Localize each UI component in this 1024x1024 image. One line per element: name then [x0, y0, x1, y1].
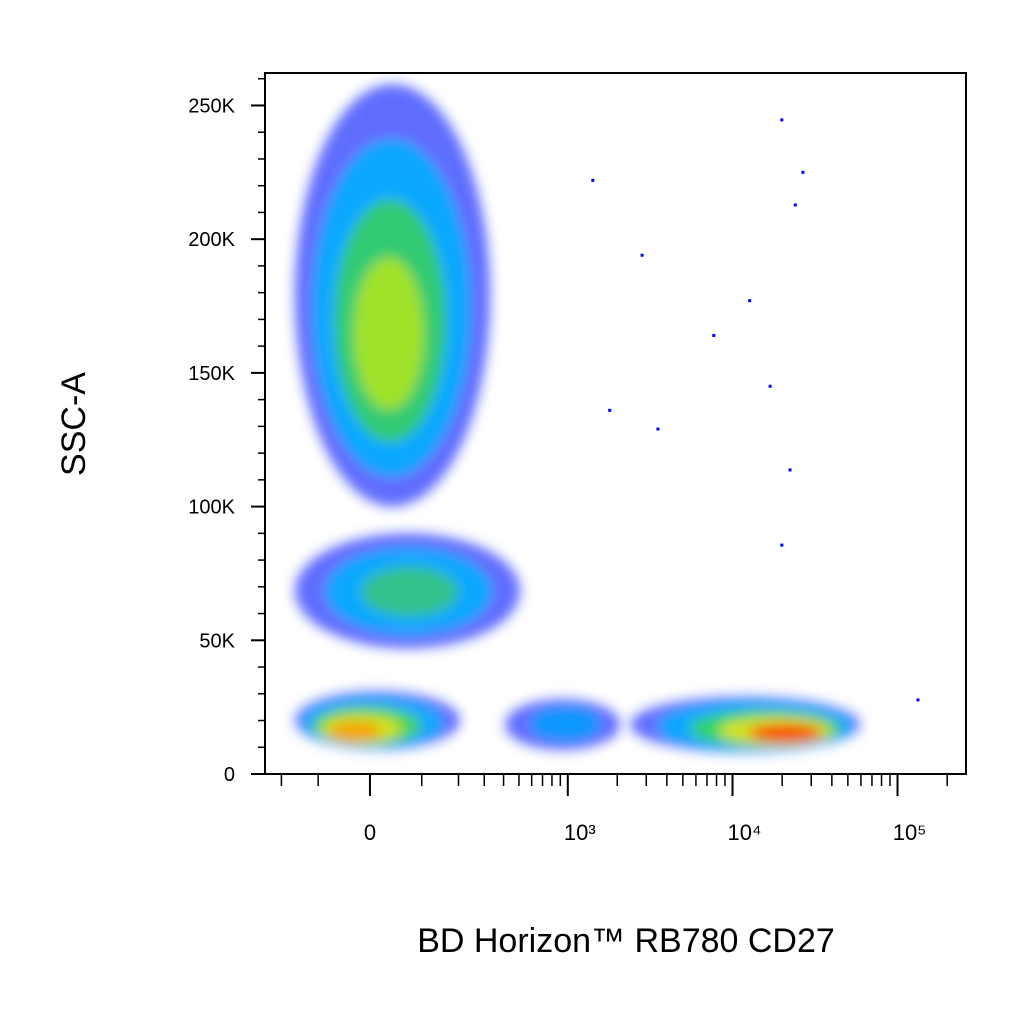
- population: [294, 84, 491, 507]
- population: [629, 696, 861, 753]
- population: [504, 699, 621, 750]
- outlier-point: [780, 118, 784, 122]
- density-layer: [748, 723, 822, 742]
- population: [294, 533, 521, 649]
- outlier-point: [801, 170, 805, 174]
- axes: 0 50K 100K 150K 200K 250K 0 10³ 10⁴ 10⁵: [188, 77, 948, 845]
- density-layer: [360, 566, 459, 617]
- outlier-point: [916, 698, 920, 702]
- plot-area: [294, 84, 920, 753]
- plot-frame: [264, 72, 967, 775]
- y-tick-label: 150K: [188, 363, 235, 385]
- x-tick-label: 10³: [564, 820, 596, 845]
- y-tick-label: 250K: [188, 95, 235, 117]
- y-tick-label: 50K: [199, 630, 235, 652]
- y-axis-label: SSC-A: [55, 372, 93, 476]
- outlier-point: [768, 384, 772, 388]
- outlier-point: [591, 178, 595, 182]
- y-tick-label: 0: [224, 764, 235, 786]
- x-tick-label: 0: [364, 820, 376, 845]
- density-layer: [532, 709, 599, 739]
- y-tick-label: 200K: [188, 229, 235, 251]
- x-axis-label: BD Horizon™ RB780 CD27: [417, 922, 835, 960]
- y-tick-label: 100K: [188, 497, 235, 519]
- outlier-point: [712, 333, 716, 337]
- outlier-point: [780, 543, 784, 547]
- outlier-point: [640, 253, 644, 257]
- density-layer: [353, 256, 424, 411]
- outlier-point: [656, 427, 660, 431]
- population: [294, 691, 460, 750]
- outlier-point: [608, 408, 612, 412]
- outlier-point: [748, 299, 752, 303]
- x-tick-label: 10⁵: [893, 820, 927, 845]
- density-layer: [328, 721, 382, 741]
- outlier-point: [793, 203, 797, 207]
- outlier-point: [788, 468, 792, 472]
- x-tick-label: 10⁴: [728, 820, 762, 845]
